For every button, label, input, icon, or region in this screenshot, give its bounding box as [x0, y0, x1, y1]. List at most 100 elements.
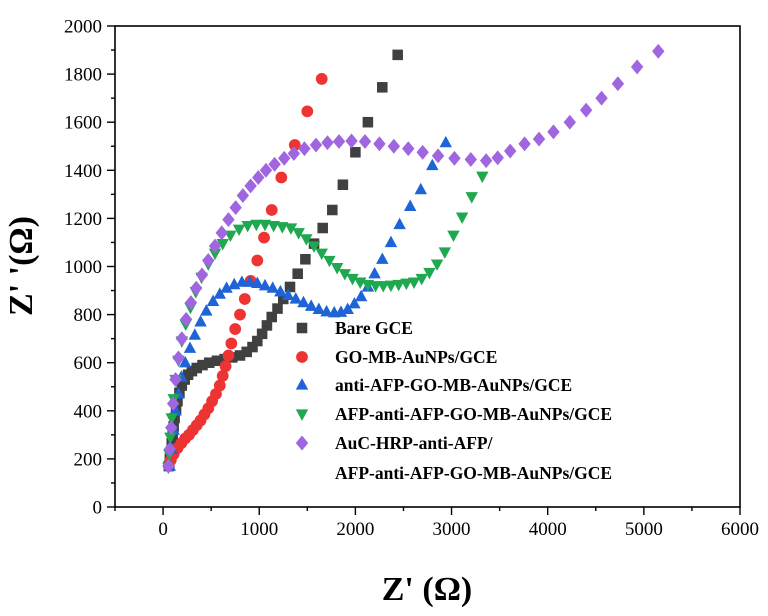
- data-point: [315, 248, 328, 261]
- data-point: [213, 287, 227, 299]
- legend-marker: [296, 322, 308, 334]
- data-point: [250, 219, 263, 232]
- data-point: [414, 182, 427, 195]
- data-point: [354, 289, 368, 302]
- data-point: [439, 135, 452, 148]
- data-point: [563, 114, 577, 130]
- data-point: [172, 350, 185, 366]
- data-point: [317, 222, 328, 234]
- x-tick-label: 2000: [336, 519, 374, 540]
- data-point: [268, 156, 281, 172]
- data-point: [327, 204, 338, 216]
- data-point: [465, 192, 478, 204]
- data-point: [165, 420, 178, 436]
- data-point: [348, 296, 361, 309]
- data-point: [288, 139, 301, 151]
- data-point: [337, 179, 349, 190]
- data-point: [384, 235, 398, 248]
- data-point: [163, 441, 177, 457]
- data-point: [266, 281, 279, 293]
- data-point: [368, 266, 381, 279]
- data-point: [611, 76, 625, 92]
- legend-item-1: Bare GCE: [296, 318, 413, 338]
- data-point: [261, 320, 273, 331]
- data-point: [219, 360, 232, 373]
- y-tick-label: 800: [74, 305, 103, 326]
- data-point: [476, 171, 489, 184]
- legend-marker: [295, 378, 309, 390]
- data-point: [241, 220, 254, 233]
- data-point: [373, 136, 386, 152]
- data-point: [191, 362, 203, 374]
- data-point: [330, 263, 344, 275]
- legend: Bare GCE GO-MB-AuNPs/GCE anti-AFP-GO-MB-Au…: [295, 318, 612, 483]
- data-point: [321, 135, 334, 151]
- data-point: [266, 311, 278, 323]
- data-point: [447, 230, 460, 243]
- y-tick-label: 600: [74, 353, 103, 374]
- data-point: [455, 212, 469, 225]
- data-point: [393, 217, 406, 230]
- data-marks: [162, 43, 665, 475]
- data-point: [267, 220, 280, 233]
- data-point: [238, 293, 251, 305]
- y-tick-label: 2000: [64, 17, 102, 38]
- data-point: [284, 223, 298, 235]
- data-point: [362, 116, 374, 128]
- data-point: [247, 341, 258, 353]
- data-point: [222, 349, 235, 362]
- data-point: [332, 134, 346, 149]
- data-point: [301, 105, 314, 118]
- data-point: [215, 225, 228, 241]
- x-tick-label: 6000: [721, 519, 759, 540]
- data-point: [252, 170, 265, 185]
- data-point: [358, 134, 372, 149]
- data-point: [232, 224, 246, 237]
- x-tick-label: 3000: [433, 519, 471, 540]
- x-tick-label: 4000: [529, 519, 567, 540]
- x-tick-labels: 0 1000 2000 3000 4000 5000 6000: [158, 519, 759, 540]
- legend-label: AFP-anti-AFP-GO-MB-AuNPs/GCE: [335, 404, 612, 424]
- data-point: [312, 302, 326, 314]
- legend-label: GO-MB-AuNPs/GCE: [335, 347, 497, 367]
- data-point: [244, 178, 257, 194]
- data-point: [251, 254, 264, 267]
- x-tick-label: 0: [158, 519, 168, 540]
- data-point: [350, 146, 361, 158]
- y-tick-label: 0: [93, 498, 103, 519]
- data-point: [256, 328, 268, 340]
- data-point: [334, 305, 348, 317]
- data-point: [416, 144, 429, 160]
- data-point: [297, 295, 310, 308]
- data-point: [169, 372, 182, 387]
- data-point: [274, 284, 287, 297]
- data-point: [403, 199, 417, 212]
- data-point: [164, 432, 177, 445]
- data-point: [203, 357, 215, 368]
- y-tick-label: 400: [74, 401, 103, 422]
- x-tick-label: 5000: [625, 519, 663, 540]
- legend-item-3: anti-AFP-GO-MB-AuNPs/GCE: [295, 375, 572, 395]
- data-point: [188, 328, 202, 340]
- data-point: [292, 228, 305, 240]
- data-point: [423, 267, 436, 280]
- data-point: [241, 346, 253, 358]
- data-point: [225, 337, 238, 350]
- y-tick-label: 1000: [64, 257, 102, 278]
- data-point: [345, 133, 358, 149]
- data-point: [341, 302, 354, 314]
- legend-marker: [295, 435, 309, 451]
- data-point: [206, 294, 220, 307]
- legend-item-2: GO-MB-AuNPs/GCE: [296, 347, 497, 367]
- data-point: [200, 304, 213, 316]
- data-point: [377, 281, 390, 293]
- legend-marker: [296, 351, 308, 363]
- data-point: [276, 222, 289, 234]
- data-point: [236, 188, 250, 203]
- data-point: [265, 204, 278, 216]
- data-point: [213, 379, 226, 392]
- data-point: [426, 158, 439, 171]
- data-point: [323, 255, 336, 268]
- data-point: [216, 239, 229, 251]
